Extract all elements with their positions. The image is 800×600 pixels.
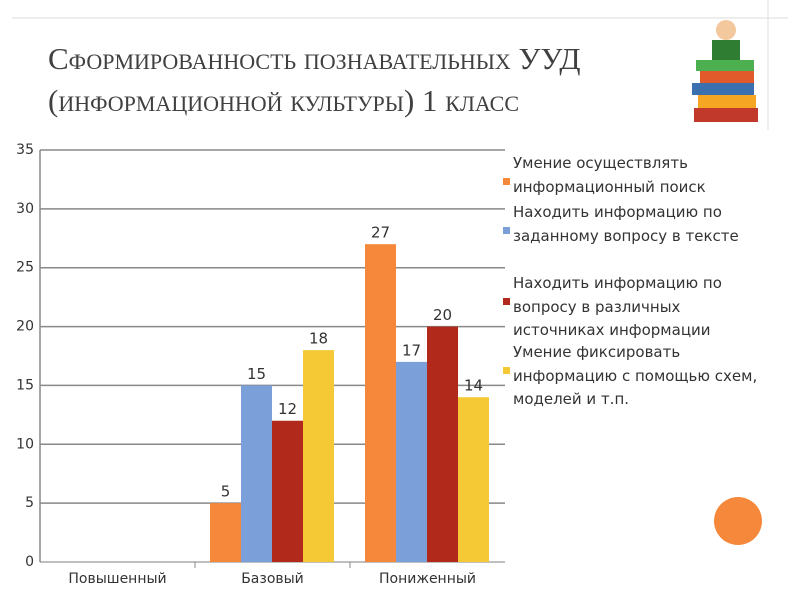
x-tick-label: Повышенный (68, 571, 166, 587)
legend-swatch (503, 298, 510, 305)
decor-circle (714, 497, 762, 545)
bar (210, 503, 241, 562)
data-label: 18 (309, 330, 328, 348)
legend-label: Умение осуществлять информационный поиск (513, 154, 706, 196)
legend-swatch (503, 178, 510, 185)
data-label: 15 (247, 365, 266, 383)
data-label: 12 (278, 400, 297, 418)
bar (427, 326, 458, 562)
x-tick-label: Базовый (241, 571, 304, 587)
y-tick-label: 5 (25, 495, 34, 511)
legend-label: Умение фиксировать информацию с помощью … (513, 343, 758, 408)
y-tick-label: 30 (16, 201, 34, 217)
y-tick-label: 35 (16, 142, 34, 158)
x-tick-label: Пониженный (379, 571, 476, 587)
legend-swatch (503, 227, 510, 234)
legend-label: Находить информацию по заданному вопросу… (513, 203, 739, 245)
y-tick-label: 25 (16, 260, 34, 276)
data-label: 17 (402, 341, 421, 359)
y-tick-label: 20 (16, 319, 34, 335)
data-label: 5 (221, 483, 231, 501)
bar (303, 350, 334, 562)
legend-label: Находить информацию по вопросу в различн… (513, 274, 722, 339)
y-tick-label: 15 (16, 377, 34, 393)
bar (458, 397, 489, 562)
bar (272, 420, 303, 562)
data-label: 14 (464, 377, 483, 395)
legend-item: Умение осуществлять информационный поиск (500, 152, 762, 199)
bar (396, 361, 427, 562)
y-tick-label: 0 (25, 554, 34, 570)
legend-swatch (503, 367, 510, 374)
books-icon (692, 20, 758, 122)
bar (241, 385, 272, 562)
bar (365, 244, 396, 562)
y-tick-label: 10 (16, 436, 34, 452)
data-label: 27 (371, 224, 390, 242)
legend-item: Находить информацию по вопросу в различн… (500, 272, 762, 343)
legend-item: Находить информацию по заданному вопросу… (500, 201, 762, 248)
data-label: 20 (433, 306, 452, 324)
legend-item: Умение фиксировать информацию с помощью … (500, 341, 762, 412)
chart-title: Сформированность познавательных УУД (инф… (48, 41, 581, 118)
